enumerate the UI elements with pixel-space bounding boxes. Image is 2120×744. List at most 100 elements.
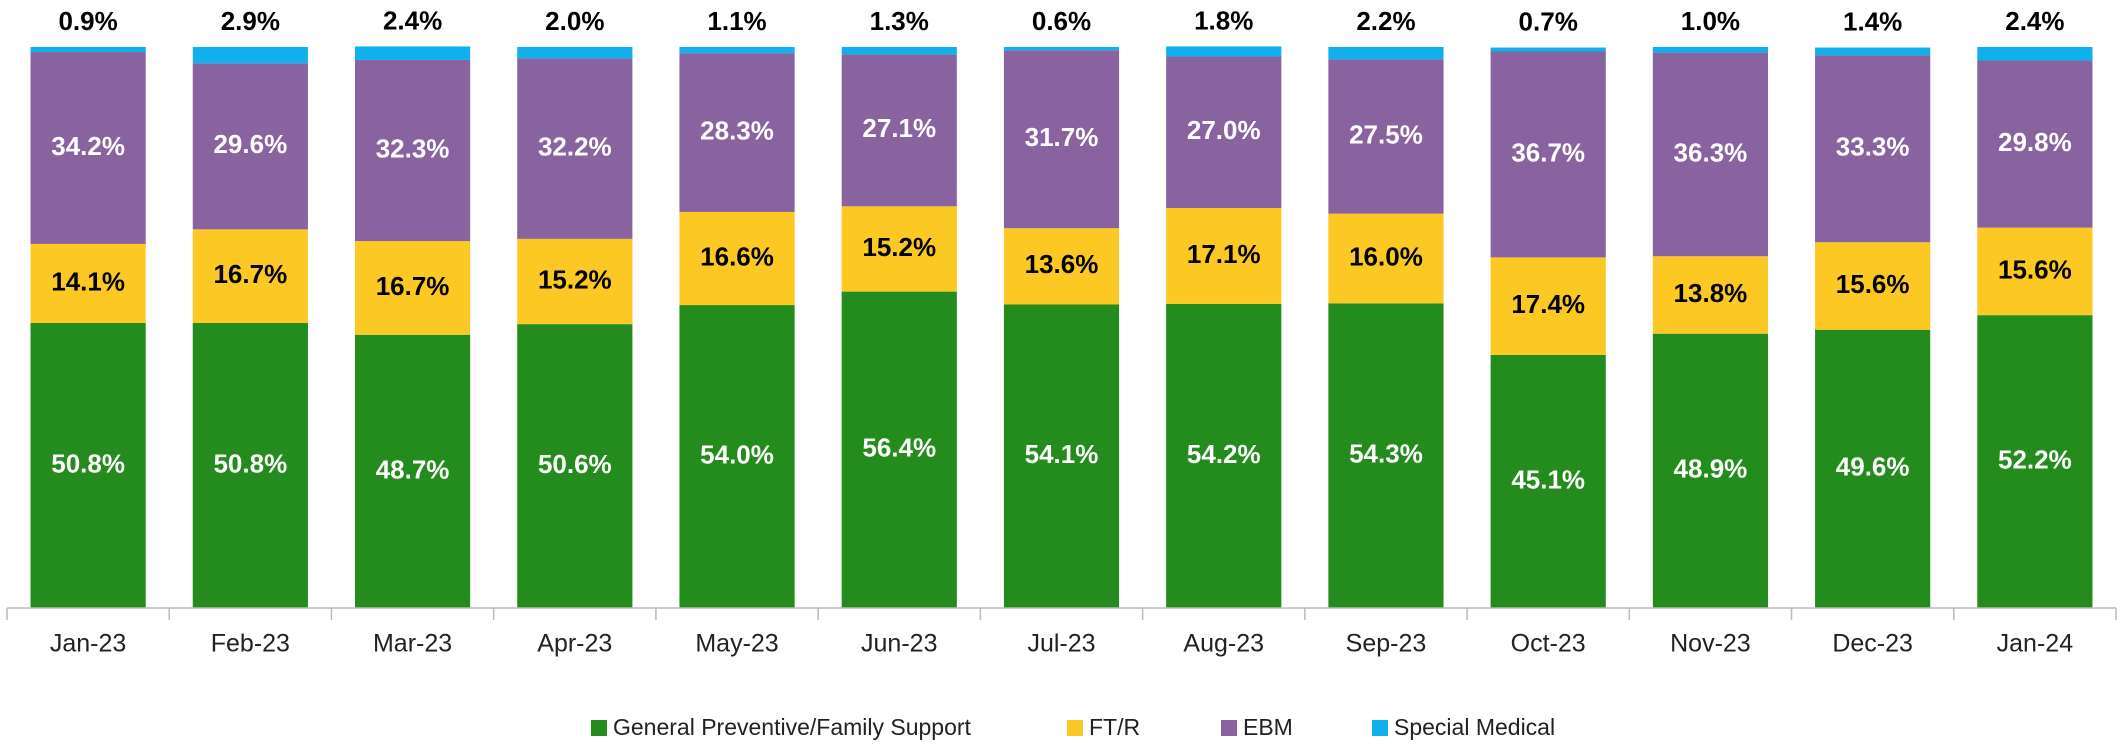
value-label: 33.3% xyxy=(1836,132,1910,162)
legend-marker xyxy=(1372,720,1388,736)
bar-segment xyxy=(517,47,633,59)
bar-segment xyxy=(1977,47,2093,61)
value-label: 34.2% xyxy=(51,131,125,161)
value-label: 2.9% xyxy=(221,6,280,36)
value-label: 27.0% xyxy=(1187,115,1261,145)
value-label: 2.4% xyxy=(383,5,442,35)
value-label: 50.6% xyxy=(538,449,612,479)
x-tick-label: Sep-23 xyxy=(1346,630,1427,658)
value-label: 56.4% xyxy=(862,433,936,463)
bar-segment xyxy=(30,243,146,324)
value-label: 45.1% xyxy=(1511,464,1585,494)
bar-segment xyxy=(1490,51,1606,258)
value-label: 27.5% xyxy=(1349,119,1423,149)
value-label: 17.4% xyxy=(1511,289,1585,319)
bar-segment xyxy=(1815,329,1931,608)
bar-segment xyxy=(841,206,957,292)
value-label: 54.3% xyxy=(1349,439,1423,469)
value-label: 52.2% xyxy=(1998,444,2072,474)
bar-segment xyxy=(1166,208,1282,304)
x-tick-label: Jan-24 xyxy=(1997,630,2074,658)
x-tick-label: Feb-23 xyxy=(211,630,290,658)
bar-segment xyxy=(841,54,957,207)
bar-segment xyxy=(192,323,308,608)
x-tick-label: Dec-23 xyxy=(1832,630,1913,658)
bar-segment xyxy=(1652,256,1769,334)
bar-segment xyxy=(354,46,471,60)
bar-segment xyxy=(679,47,795,54)
value-label: 1.8% xyxy=(1194,5,1253,35)
bar-segment xyxy=(517,324,633,608)
value-label: 2.0% xyxy=(545,6,604,36)
value-label: 32.2% xyxy=(538,131,612,161)
value-label: 14.1% xyxy=(51,266,125,296)
bar-segment xyxy=(1652,52,1769,257)
bar-segment xyxy=(679,211,795,306)
value-label: 16.6% xyxy=(700,241,774,271)
bar-segment xyxy=(1003,50,1120,229)
legend-marker xyxy=(1221,720,1237,736)
value-label: 29.8% xyxy=(1998,127,2072,157)
legend-label: FT/R xyxy=(1089,714,1140,740)
bar-segment xyxy=(1977,315,2093,608)
bar-segment xyxy=(192,63,308,230)
value-label: 16.7% xyxy=(376,271,450,301)
value-label: 16.7% xyxy=(213,259,287,289)
value-label: 27.1% xyxy=(862,113,936,143)
bar-segment xyxy=(30,52,146,244)
value-label: 16.0% xyxy=(1349,241,1423,271)
bar-segment xyxy=(679,53,795,212)
value-label: 0.9% xyxy=(58,6,117,36)
value-label: 48.9% xyxy=(1674,454,1748,484)
value-label: 36.7% xyxy=(1511,137,1585,167)
x-tick-label: Aug-23 xyxy=(1183,630,1264,658)
value-label: 15.6% xyxy=(1998,254,2072,284)
legend-marker xyxy=(591,720,607,736)
bar-segment xyxy=(1815,47,1931,56)
value-label: 13.8% xyxy=(1674,278,1748,308)
bar-segment xyxy=(1490,354,1606,608)
bar-segment xyxy=(1328,303,1444,608)
value-label: 32.3% xyxy=(376,133,450,163)
bar-segment xyxy=(1977,60,2093,228)
bar-segment xyxy=(354,241,471,335)
x-tick-label: Nov-23 xyxy=(1670,630,1751,658)
bar-segment xyxy=(1166,46,1282,57)
bar-segment xyxy=(30,47,146,53)
value-label: 48.7% xyxy=(376,454,450,484)
value-label: 54.2% xyxy=(1187,439,1261,469)
x-tick-label: Jan-23 xyxy=(50,630,126,658)
bar-segment xyxy=(841,291,957,608)
value-label: 1.3% xyxy=(870,6,929,36)
value-label: 17.1% xyxy=(1187,239,1261,269)
value-label: 15.2% xyxy=(862,232,936,262)
bar-segment xyxy=(679,305,795,608)
bar-segment xyxy=(1652,47,1769,53)
value-label: 49.6% xyxy=(1836,452,1910,482)
bar-segment xyxy=(1003,228,1120,305)
x-tick-label: Jul-23 xyxy=(1027,630,1095,658)
x-tick-label: May-23 xyxy=(695,630,778,658)
value-label: 29.6% xyxy=(213,129,287,159)
value-label: 50.8% xyxy=(213,448,287,478)
value-label: 0.7% xyxy=(1519,6,1578,36)
value-label: 36.3% xyxy=(1674,137,1748,167)
bar-segment xyxy=(354,334,471,608)
value-label: 15.2% xyxy=(538,264,612,294)
bar-segment xyxy=(1166,56,1282,209)
bar-segment xyxy=(192,47,308,64)
value-label: 1.1% xyxy=(707,6,766,36)
bar-segment xyxy=(1328,59,1444,214)
value-label: 15.6% xyxy=(1836,269,1910,299)
legend-label: EBM xyxy=(1243,714,1293,740)
bar-segment xyxy=(1328,213,1444,304)
x-tick-label: Jun-23 xyxy=(861,630,937,658)
value-label: 2.4% xyxy=(2005,6,2064,36)
value-label: 13.6% xyxy=(1025,249,1099,279)
bar-segment xyxy=(1166,303,1282,608)
bar-segment xyxy=(1815,55,1931,243)
value-label: 50.8% xyxy=(51,448,125,478)
bar-segment xyxy=(1815,242,1931,330)
value-label: 0.6% xyxy=(1032,6,1091,36)
